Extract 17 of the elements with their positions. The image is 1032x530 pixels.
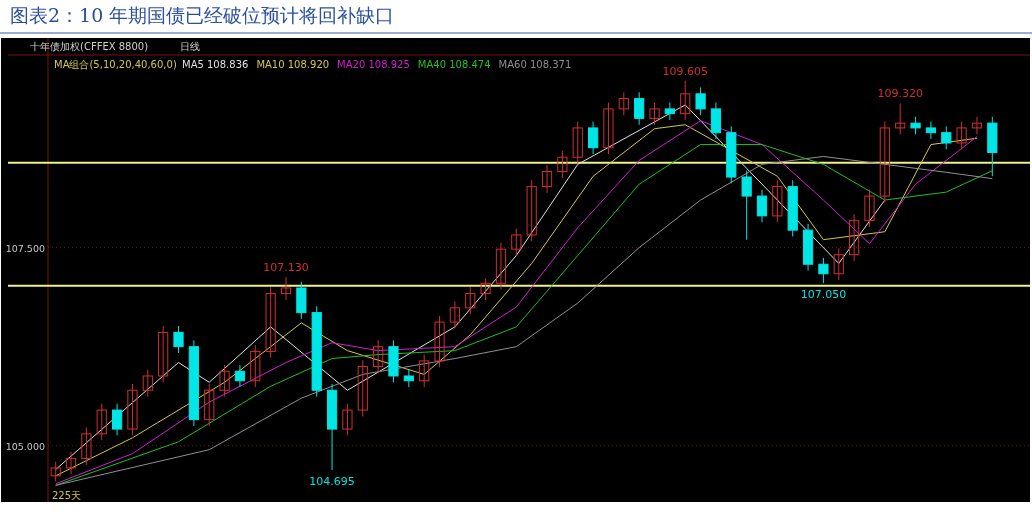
annotation: 107.050 <box>800 288 847 302</box>
annotation: 109.605 <box>662 64 708 78</box>
text: MA60 108.371 <box>498 59 572 70</box>
annotation: 109.320 <box>877 87 923 101</box>
annotation: 104.695 <box>309 474 355 488</box>
text: MA40 108.474 <box>417 59 491 70</box>
chart-title: 图表2：10 年期国债已经破位预计将回补缺口 <box>10 4 395 26</box>
text: 日线 <box>180 41 200 52</box>
y-tick-label: 105.000 <box>5 440 45 452</box>
y-tick-label: 107.500 <box>5 242 45 254</box>
annotation: 225天 <box>52 490 82 501</box>
text: MA20 108.925 <box>337 59 410 70</box>
text: MA10 108.920 <box>256 59 330 70</box>
text: MA5 108.836 <box>182 59 249 70</box>
text: 十年债加权(CFFEX 8800) <box>30 41 149 52</box>
annotation: 107.130 <box>263 260 309 274</box>
annotation: MA组合(5,10,20,40,60,0) <box>54 59 177 70</box>
